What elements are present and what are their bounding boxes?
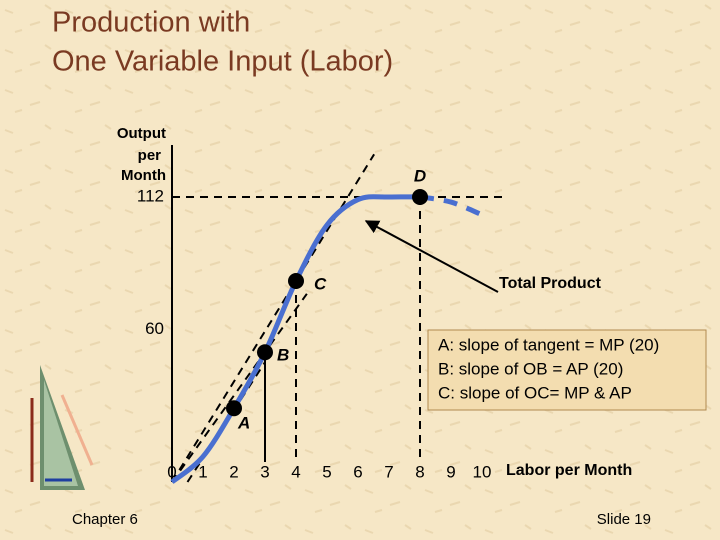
- x-tick-label: 3: [260, 462, 269, 481]
- footer-right: Slide 19: [597, 511, 651, 528]
- x-tick-label: 6: [353, 462, 362, 481]
- arrow: [364, 220, 499, 293]
- point: [412, 189, 428, 205]
- x-tick-label: 10: [473, 462, 492, 481]
- footer-left: Chapter 6: [72, 511, 138, 528]
- note-line: A: slope of tangent = MP (20): [438, 335, 659, 354]
- x-tick-label: 7: [384, 462, 393, 481]
- y-label-line: Output: [117, 125, 166, 142]
- y-tick-label: 60: [145, 319, 164, 338]
- point: [257, 344, 273, 361]
- point-label: D: [414, 166, 426, 185]
- y-tick-label: 112: [137, 186, 164, 205]
- curve-label: Total Product: [499, 275, 602, 292]
- point-label: B: [277, 346, 289, 365]
- point-label: C: [314, 274, 327, 293]
- note-line: B: slope of OB = AP (20): [438, 359, 623, 378]
- x-tick-label: 0: [167, 462, 176, 481]
- y-label-line: per: [138, 147, 162, 164]
- title-line: One Variable Input (Labor): [52, 46, 393, 78]
- title-line: Production with: [52, 7, 250, 39]
- y-label: Output per Month: [117, 125, 166, 184]
- note: A: slope of tangent = MP (20) B: slope o…: [438, 335, 659, 402]
- y-label-line: Month: [121, 167, 166, 184]
- point-label: A: [237, 414, 250, 433]
- note-line: C: slope of OC= MP & AP: [438, 383, 632, 402]
- logo: [30, 365, 94, 490]
- x-tick-label: 9: [446, 462, 455, 481]
- point: [226, 400, 242, 417]
- title: Production with One Variable Input (Labo…: [52, 7, 393, 78]
- plot: 60 112 0 1 2 3 4 5 6 7 8 9 10 A B C D: [137, 145, 502, 484]
- x-tick-label: 5: [322, 462, 331, 481]
- x-tick-label: 4: [291, 462, 300, 481]
- x-tick-label: 1: [198, 462, 207, 481]
- x-label: Labor per Month: [506, 462, 632, 479]
- x-tick-label: 8: [415, 462, 424, 481]
- point: [288, 272, 304, 289]
- note-box: [427, 329, 707, 411]
- ray: [171, 293, 308, 483]
- x-tick-label: 2: [229, 462, 238, 481]
